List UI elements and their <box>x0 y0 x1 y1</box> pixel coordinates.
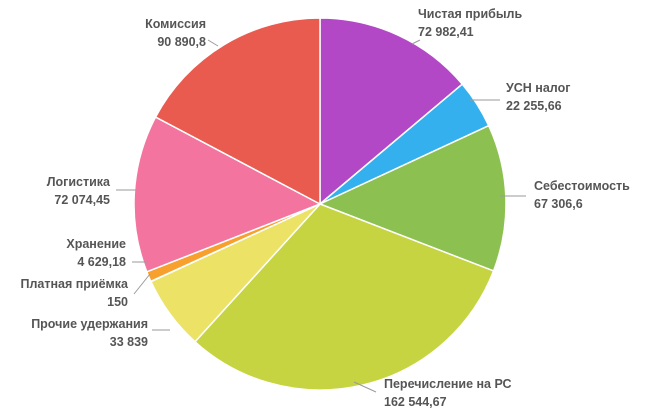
slice-value-label: 162 544,67 <box>384 395 447 409</box>
slice-value-label: 72 982,41 <box>418 25 474 39</box>
pie-slice <box>154 17 321 206</box>
slice-label: Хранение <box>66 237 126 251</box>
slice-label: Чистая прибыль <box>418 7 522 21</box>
slice-label: УСН налог <box>506 81 570 95</box>
leader-line <box>411 39 421 45</box>
slice-label: Перечисление на РС <box>384 377 512 391</box>
pie-slice <box>319 17 464 206</box>
slice-labels: Чистая прибыль 72 982,41 УСН налог 22 255,6… <box>20 7 630 409</box>
slice-value-label: 72 074,45 <box>54 193 110 207</box>
slice-label: Себестоимость <box>534 179 630 193</box>
pie-slice <box>193 203 495 391</box>
leader-line <box>353 381 377 393</box>
slice-value-label: 4 629,18 <box>77 255 126 269</box>
slice-value-label: 67 306,6 <box>534 197 583 211</box>
pie-slice <box>318 124 507 272</box>
slice-label: Комиссия <box>145 17 206 31</box>
slice-label: Платная приёмка <box>20 277 129 291</box>
slice-value-label: 150 <box>107 295 128 309</box>
pie-slices <box>133 17 507 391</box>
leader-line <box>133 273 151 295</box>
pie-slice <box>133 116 322 273</box>
slice-label: Прочие удержания <box>31 317 148 331</box>
slice-label: Логистика <box>47 175 111 189</box>
slice-value-label: 22 255,66 <box>506 99 562 113</box>
slice-value-label: 90 890,8 <box>157 35 206 49</box>
leader-line <box>207 39 219 47</box>
slice-value-label: 33 839 <box>110 335 148 349</box>
leader-lines <box>116 39 526 393</box>
